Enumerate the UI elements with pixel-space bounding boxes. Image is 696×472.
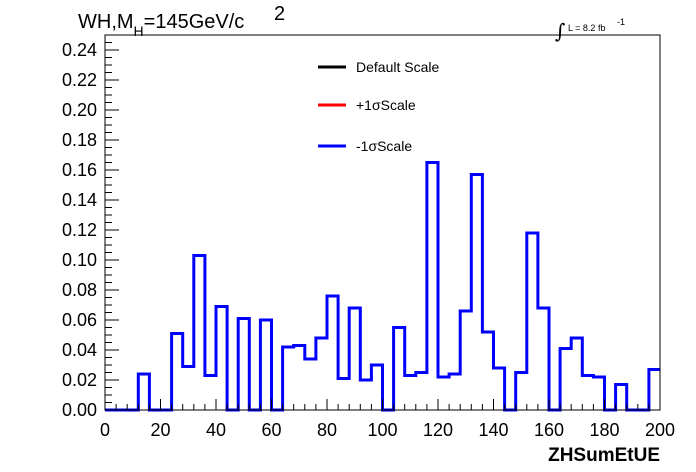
y-tick-label: 0.10 xyxy=(62,250,97,270)
y-tick-label: 0.00 xyxy=(62,400,97,420)
svg-text:WH,MH=145GeV/c: WH,MH=145GeV/c xyxy=(78,11,244,39)
y-tick-label: 0.18 xyxy=(62,130,97,150)
x-axis-label: ZHSumEtUE xyxy=(548,445,660,466)
x-tick-label: 80 xyxy=(317,420,337,440)
x-tick-label: 200 xyxy=(645,420,675,440)
x-tick-label: 160 xyxy=(534,420,564,440)
x-tick-label: 20 xyxy=(150,420,170,440)
x-tick-label: 60 xyxy=(261,420,281,440)
y-tick-label: 0.20 xyxy=(62,100,97,120)
lumi-text: L = 8.2 fb xyxy=(568,23,605,33)
y-tick-label: 0.02 xyxy=(62,370,97,390)
integral-sign: ∫ xyxy=(555,19,565,43)
x-tick-label: 180 xyxy=(589,420,619,440)
title-superscript: 2 xyxy=(274,3,285,25)
y-tick-label: 0.08 xyxy=(62,280,97,300)
y-axis: 0.00 0.02 0.04 0.06 0.08 0.10 0.12 0.14 0.16 0.18… xyxy=(62,34,119,420)
y-tick-label: 0.16 xyxy=(62,160,97,180)
luminosity-label: ∫ L = 8.2 fb -1 xyxy=(555,17,625,43)
title-subscript: H xyxy=(134,23,144,39)
legend-label-default: Default Scale xyxy=(356,59,439,75)
y-tick-label: 0.14 xyxy=(62,190,97,210)
y-tick-label: 0.06 xyxy=(62,310,97,330)
lumi-superscript: -1 xyxy=(617,17,625,27)
x-tick-label: 0 xyxy=(100,420,110,440)
y-tick-label: 0.22 xyxy=(62,70,97,90)
chart-title: WH,MH=145GeV/c 2 xyxy=(78,3,285,39)
x-tick-label: 100 xyxy=(367,420,397,440)
y-tick-label: 0.04 xyxy=(62,340,97,360)
y-tick-label: 0.12 xyxy=(62,220,97,240)
y-tick-label: 0.24 xyxy=(62,40,97,60)
legend-label-minus1sigma: -1σScale xyxy=(356,138,412,154)
legend-label-plus1sigma: +1σScale xyxy=(356,97,416,113)
title-main: WH,M xyxy=(78,11,134,33)
x-tick-label: 140 xyxy=(478,420,508,440)
x-tick-label: 40 xyxy=(206,420,226,440)
x-tick-label: 120 xyxy=(423,420,453,440)
title-rest: =145GeV/c xyxy=(144,11,245,33)
legend: Default Scale +1σScale -1σScale xyxy=(318,59,439,154)
x-axis: 0 20 40 60 80 100 120 140 160 180 200 xyxy=(100,399,675,440)
